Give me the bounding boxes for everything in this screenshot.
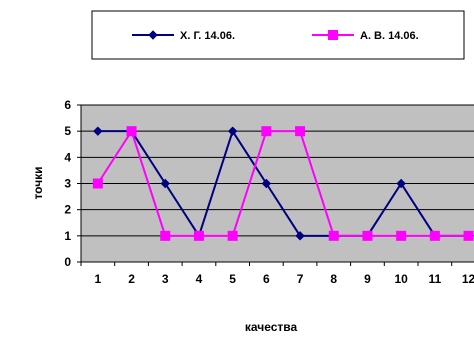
y-tick-label: 0 <box>64 255 71 269</box>
y-axis-label: точки <box>31 166 45 199</box>
y-tick-label: 6 <box>64 98 71 112</box>
y-tick-label: 1 <box>64 229 71 243</box>
y-tick-label: 5 <box>64 124 71 138</box>
data-point-2 <box>429 230 440 241</box>
data-point-2 <box>193 230 204 241</box>
y-tick-label: 3 <box>64 177 71 191</box>
x-tick-label: 7 <box>297 272 304 286</box>
x-tick-label: 5 <box>229 272 236 286</box>
data-point-2 <box>160 230 171 241</box>
x-tick-label: 3 <box>162 272 169 286</box>
data-point-1 <box>396 178 406 189</box>
legend-label: Х. Г. 14.06. <box>180 30 235 42</box>
x-tick-label: 2 <box>128 272 135 286</box>
data-point-2 <box>362 230 373 241</box>
y-tick-label: 2 <box>64 203 71 217</box>
data-point-1 <box>93 126 103 136</box>
x-tick-label: 1 <box>95 272 102 286</box>
x-tick-label: 12 <box>462 272 474 286</box>
legend: Х. Г. 14.06. А. В. 14.06. <box>91 10 465 60</box>
x-tick-label: 8 <box>330 272 337 286</box>
legend-marker <box>148 30 158 40</box>
data-point-1 <box>160 178 170 189</box>
data-point-1 <box>227 126 238 136</box>
series-line-1 <box>97 128 469 239</box>
x-tick-label: 9 <box>364 272 371 286</box>
y-tick-label: 4 <box>64 150 71 164</box>
data-point-2 <box>261 126 272 137</box>
data-point-2 <box>295 126 306 137</box>
x-tick-label: 10 <box>394 272 408 286</box>
data-point-1 <box>261 178 272 189</box>
data-point-2 <box>227 230 238 241</box>
data-point-2 <box>463 230 474 241</box>
data-point-1 <box>295 231 305 241</box>
x-tick-label: 6 <box>263 272 270 286</box>
x-tick-label: 4 <box>196 272 203 286</box>
data-point-2 <box>396 230 407 241</box>
legend-label: А. В. 14.06. <box>360 30 419 42</box>
data-point-2 <box>92 178 103 189</box>
x-tick-label: 11 <box>429 272 442 286</box>
series-line-2 <box>97 128 469 237</box>
data-point-2 <box>126 126 137 137</box>
data-point-2 <box>328 230 339 241</box>
legend-marker <box>328 30 338 40</box>
x-axis-label: качества <box>245 320 298 334</box>
